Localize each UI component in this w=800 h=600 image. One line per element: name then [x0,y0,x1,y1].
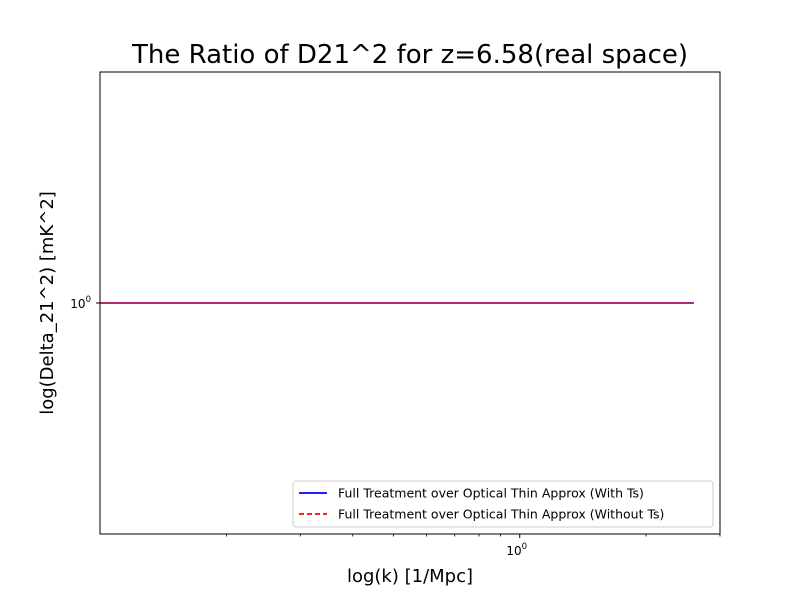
legend-box [292,480,714,528]
legend: Full Treatment over Optical Thin Approx … [292,480,714,528]
x-axis-label: log(k) [1/Mpc] [347,566,473,587]
legend-label-2: Full Treatment over Optical Thin Approx … [338,507,664,522]
legend-label-1: Full Treatment over Optical Thin Approx … [338,486,644,501]
y-tick-label-1: 100 [70,295,91,311]
chart-title: The Ratio of D21^2 for z=6.58(real space… [131,40,688,70]
x-tick-label-1: 100 [506,542,527,558]
y-axis-label: log(Delta_21^2) [mK^2] [37,191,58,415]
